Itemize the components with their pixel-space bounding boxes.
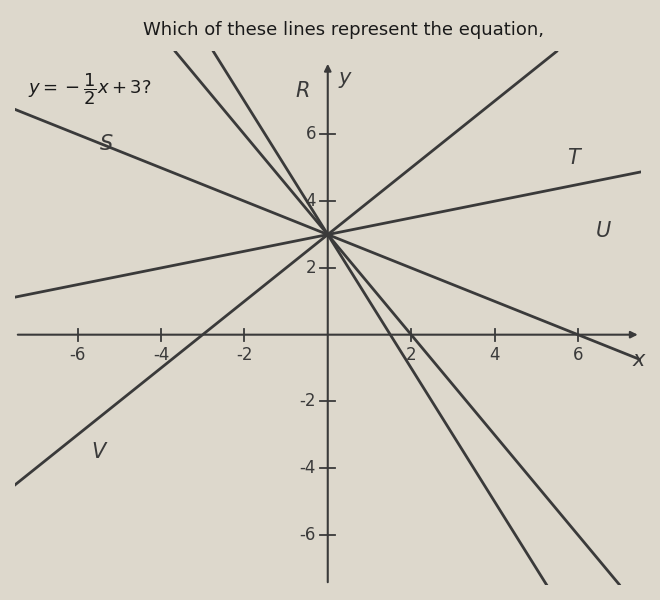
Text: -2: -2 [300, 392, 316, 410]
Text: S: S [100, 134, 114, 154]
Text: 6: 6 [306, 125, 316, 143]
Text: 4: 4 [489, 346, 500, 364]
Text: Which of these lines represent the equation,: Which of these lines represent the equat… [143, 21, 544, 39]
Text: R: R [296, 81, 310, 101]
Text: -6: -6 [69, 346, 86, 364]
Text: y: y [338, 68, 350, 88]
Text: -4: -4 [152, 346, 169, 364]
Text: -6: -6 [300, 526, 316, 544]
Text: x: x [632, 350, 645, 370]
Text: $y = -\dfrac{1}{2}x + 3?$: $y = -\dfrac{1}{2}x + 3?$ [28, 71, 151, 107]
Text: -2: -2 [236, 346, 253, 364]
Text: U: U [595, 221, 611, 241]
Text: 2: 2 [306, 259, 316, 277]
Text: -4: -4 [300, 459, 316, 477]
Text: 4: 4 [306, 192, 316, 210]
Text: T: T [568, 148, 580, 168]
Text: 2: 2 [406, 346, 416, 364]
Text: 6: 6 [573, 346, 583, 364]
Text: V: V [91, 442, 106, 461]
